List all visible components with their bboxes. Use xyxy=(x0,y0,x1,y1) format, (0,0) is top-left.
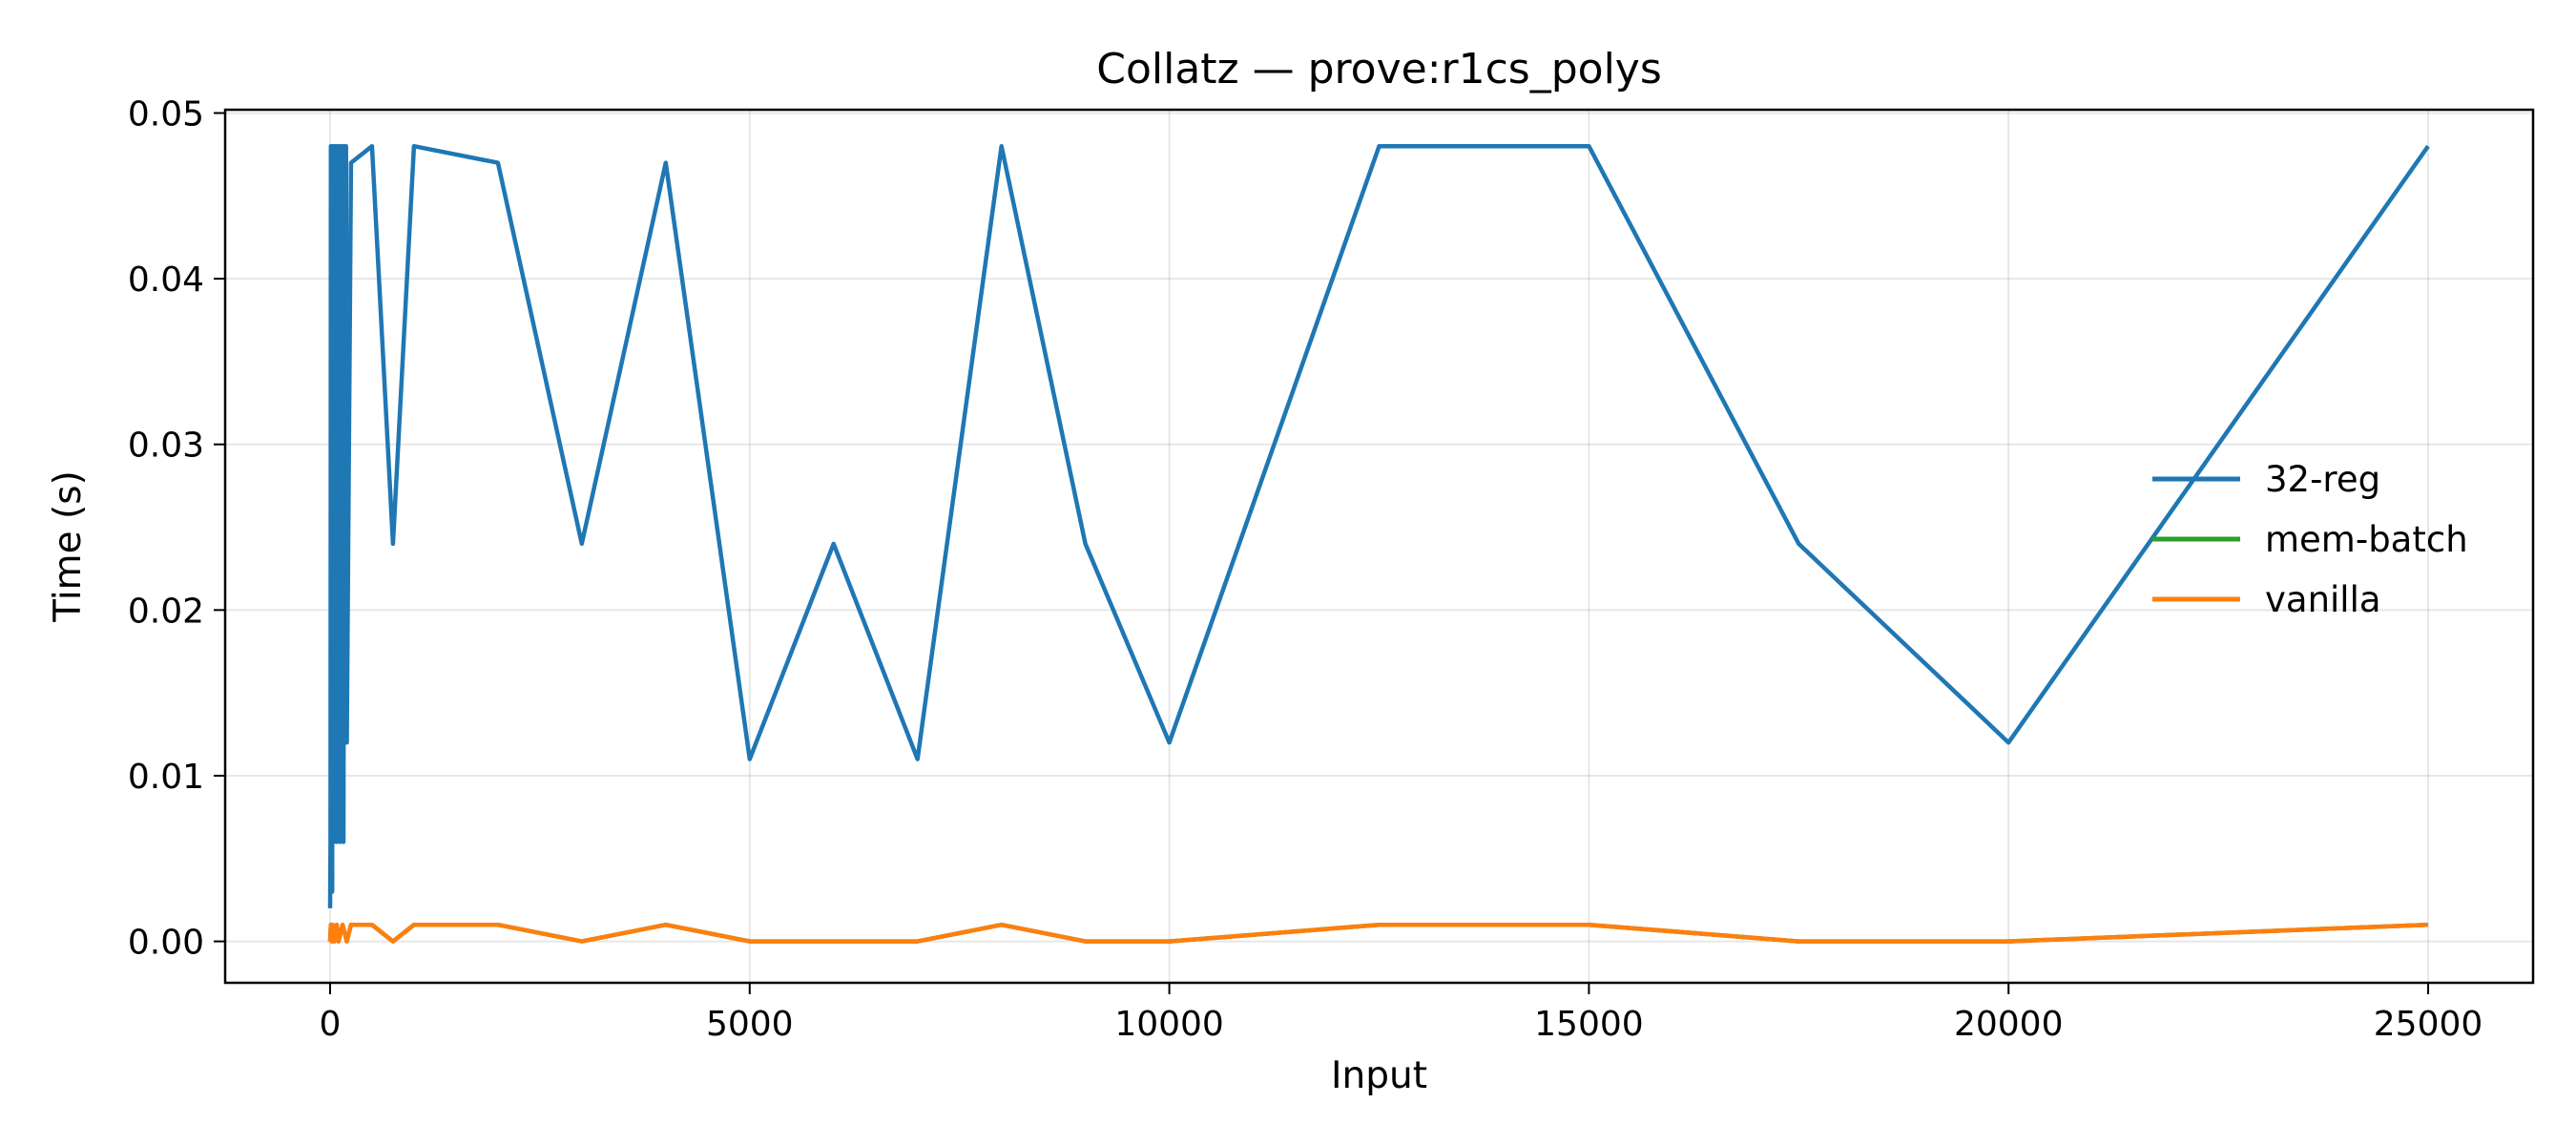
y-axis-label: Time (s) xyxy=(47,470,90,623)
y-tick-label: 0.02 xyxy=(128,592,204,631)
x-axis-label: Input xyxy=(1331,1054,1427,1097)
legend-label: mem-batch xyxy=(2265,519,2468,560)
series-lines xyxy=(327,143,2430,944)
x-axis-ticks: 0 5000 10000 15000 20000 25000 xyxy=(320,983,2483,1044)
legend-label: vanilla xyxy=(2265,579,2381,620)
x-tick-label: 15000 xyxy=(1534,1005,1644,1044)
x-tick-label: 20000 xyxy=(1954,1005,2064,1044)
y-tick-label: 0.03 xyxy=(128,427,204,466)
series-line-vanilla xyxy=(327,922,2429,944)
chart-title: Collatz — prove:r1cs_polys xyxy=(1096,45,1662,94)
x-tick-label: 10000 xyxy=(1114,1005,1224,1044)
y-axis-ticks: 0.00 0.01 0.02 0.03 0.04 0.05 xyxy=(128,94,225,963)
grid xyxy=(225,110,2533,983)
x-tick-label: 25000 xyxy=(2374,1005,2483,1044)
x-tick-label: 5000 xyxy=(706,1005,794,1044)
x-tick-label: 0 xyxy=(320,1005,342,1044)
legend: 32-reg mem-batch vanilla xyxy=(2152,459,2468,620)
y-tick-label: 0.04 xyxy=(128,260,204,300)
y-tick-label: 0.00 xyxy=(128,924,204,963)
series-line-32-reg xyxy=(327,143,2430,908)
legend-label: 32-reg xyxy=(2265,459,2380,500)
y-tick-label: 0.01 xyxy=(128,758,204,797)
y-tick-label: 0.05 xyxy=(128,94,204,134)
plot-frame xyxy=(223,108,2535,985)
